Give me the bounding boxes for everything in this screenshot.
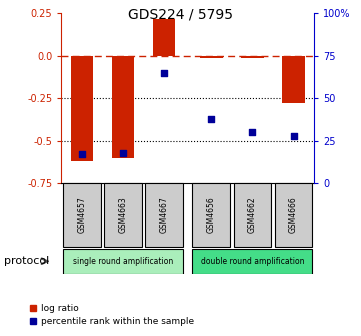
Bar	[71, 56, 93, 161]
Bar	[63, 249, 183, 274]
Bar	[200, 56, 223, 57]
Text: GDS224 / 5795: GDS224 / 5795	[128, 7, 233, 22]
Bar	[145, 183, 183, 247]
Bar	[275, 183, 312, 247]
Bar	[234, 183, 271, 247]
Bar	[104, 183, 142, 247]
Bar	[153, 18, 175, 56]
Bar	[192, 183, 230, 247]
Text: GSM4666: GSM4666	[289, 197, 298, 234]
Bar	[192, 249, 312, 274]
Point	[249, 130, 255, 135]
Bar	[63, 183, 101, 247]
Text: double round amplification: double round amplification	[201, 257, 304, 266]
Point	[161, 70, 167, 76]
Text: protocol: protocol	[4, 256, 49, 266]
Bar	[112, 56, 134, 158]
Point	[120, 150, 126, 155]
Bar	[241, 56, 264, 57]
Point	[291, 133, 296, 138]
Text: GSM4663: GSM4663	[118, 197, 127, 234]
Point	[79, 152, 85, 157]
Bar	[282, 56, 305, 103]
Text: GSM4662: GSM4662	[248, 197, 257, 234]
Point	[208, 116, 214, 121]
Text: GSM4656: GSM4656	[207, 197, 216, 234]
Text: GSM4667: GSM4667	[160, 197, 169, 234]
Text: GSM4657: GSM4657	[77, 197, 86, 234]
Text: single round amplification: single round amplification	[73, 257, 173, 266]
Legend: log ratio, percentile rank within the sample: log ratio, percentile rank within the sa…	[26, 300, 197, 330]
